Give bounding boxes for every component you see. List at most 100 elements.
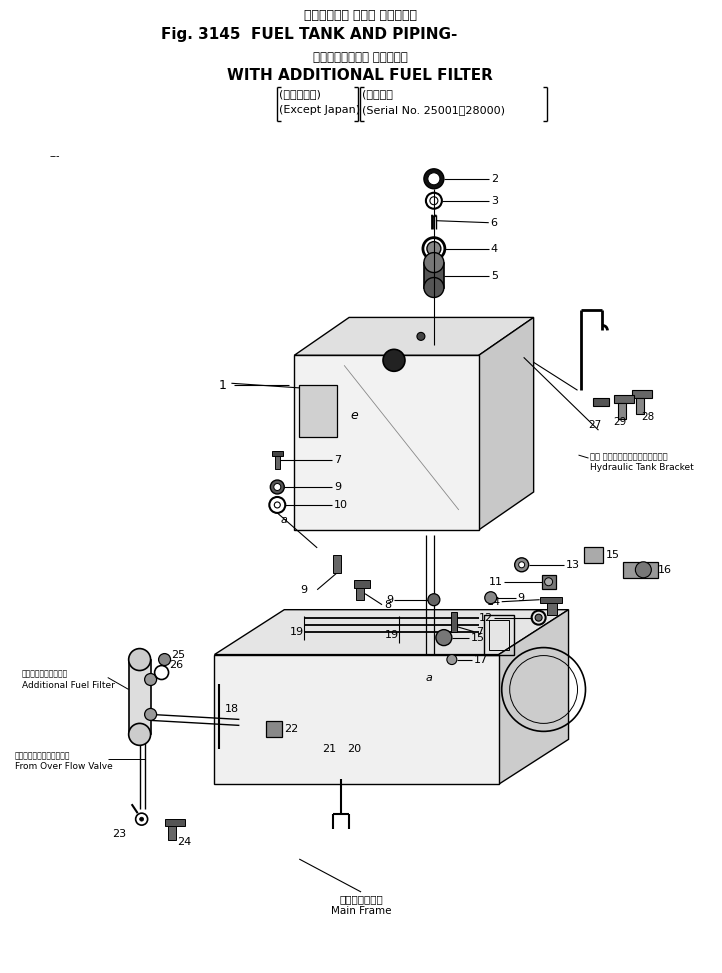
Text: 9: 9 — [518, 593, 525, 602]
Text: (Serial No. 25001～28000): (Serial No. 25001～28000) — [362, 105, 505, 115]
Text: Hydraulic Tank Bracket: Hydraulic Tank Bracket — [591, 463, 695, 472]
Circle shape — [544, 578, 552, 586]
Bar — [632, 390, 653, 398]
Bar — [354, 580, 370, 588]
Text: 17: 17 — [474, 655, 488, 665]
Text: 28: 28 — [641, 413, 655, 422]
Text: 7: 7 — [334, 455, 342, 465]
Bar — [623, 561, 658, 578]
Text: 21: 21 — [322, 744, 336, 754]
Bar — [129, 660, 151, 735]
Bar — [424, 263, 444, 287]
Circle shape — [447, 655, 457, 665]
Text: 4: 4 — [491, 243, 498, 254]
Circle shape — [424, 277, 444, 298]
Text: From Over Flow Valve: From Over Flow Valve — [15, 762, 113, 772]
Bar — [583, 547, 604, 562]
Text: メインフレーム: メインフレーム — [339, 894, 383, 904]
Text: ハイ ドロリックタンクブラケット: ハイ ドロリックタンクブラケット — [591, 452, 668, 461]
Circle shape — [129, 649, 151, 670]
Circle shape — [436, 630, 452, 646]
Text: 5: 5 — [491, 270, 497, 280]
Text: 16: 16 — [658, 564, 672, 575]
Text: 9: 9 — [300, 585, 308, 595]
Circle shape — [428, 173, 440, 185]
Text: 25: 25 — [172, 650, 186, 660]
Text: 19: 19 — [290, 627, 304, 636]
Bar — [593, 398, 609, 406]
Text: a: a — [425, 672, 432, 682]
Circle shape — [129, 723, 151, 745]
Text: 18: 18 — [225, 704, 238, 714]
Circle shape — [139, 817, 144, 821]
Text: (Except Japan): (Except Japan) — [279, 105, 360, 115]
Text: 19: 19 — [385, 630, 399, 639]
Text: 22: 22 — [284, 724, 298, 735]
Text: WITH ADDITIONAL FUEL FILTER: WITH ADDITIONAL FUEL FILTER — [227, 68, 493, 83]
Bar — [614, 395, 635, 403]
Text: 7: 7 — [476, 627, 483, 636]
Circle shape — [424, 168, 444, 189]
Bar — [168, 826, 175, 840]
Polygon shape — [479, 317, 534, 530]
Circle shape — [274, 484, 281, 490]
Text: 2: 2 — [491, 174, 498, 184]
Text: 12: 12 — [479, 613, 492, 623]
Bar — [275, 451, 280, 469]
Polygon shape — [499, 610, 568, 784]
Text: 3: 3 — [491, 196, 497, 205]
Bar — [542, 575, 555, 589]
Text: (適用号機: (適用号機 — [362, 89, 393, 99]
Circle shape — [515, 558, 529, 572]
Text: 6: 6 — [491, 218, 497, 228]
Bar — [272, 451, 283, 456]
Text: Fig. 3145  FUEL TANK AND PIPING-: Fig. 3145 FUEL TANK AND PIPING- — [161, 27, 458, 42]
Polygon shape — [295, 317, 534, 355]
Circle shape — [535, 614, 542, 621]
Text: 9: 9 — [386, 595, 393, 604]
Text: 13: 13 — [565, 559, 580, 570]
Bar — [484, 615, 513, 655]
Text: 10: 10 — [334, 500, 348, 510]
Bar — [619, 403, 627, 419]
Circle shape — [484, 592, 497, 603]
Text: 26: 26 — [170, 660, 183, 669]
Bar — [547, 602, 557, 615]
Text: 29: 29 — [614, 417, 627, 427]
Bar — [636, 398, 644, 414]
Bar — [539, 596, 562, 602]
Polygon shape — [295, 355, 479, 530]
Bar — [489, 620, 509, 650]
Polygon shape — [214, 610, 568, 655]
Circle shape — [144, 673, 157, 686]
Circle shape — [428, 594, 440, 606]
Circle shape — [270, 480, 284, 494]
Bar — [266, 721, 282, 738]
Text: 23: 23 — [113, 829, 126, 839]
Text: 増　設　　フェル フイルタ付: 増 設 フェル フイルタ付 — [313, 52, 407, 64]
Circle shape — [424, 253, 444, 272]
Bar — [451, 612, 457, 631]
Circle shape — [417, 333, 425, 341]
Text: (海　外　向): (海 外 向) — [279, 89, 321, 99]
Text: 追加フェルフィルター: 追加フェルフィルター — [22, 669, 68, 678]
Text: フェルタンク および パイピング: フェルタンク および パイピング — [303, 9, 417, 22]
Text: 9: 9 — [334, 482, 342, 492]
Circle shape — [518, 561, 525, 568]
Circle shape — [427, 241, 441, 256]
Text: Additional Fuel Filter: Additional Fuel Filter — [22, 680, 115, 690]
Text: 20: 20 — [347, 744, 361, 754]
Bar — [333, 555, 341, 573]
Text: 8: 8 — [384, 599, 391, 610]
Text: 15: 15 — [606, 550, 619, 559]
Text: 11: 11 — [489, 577, 503, 587]
Text: 24: 24 — [178, 837, 192, 847]
Polygon shape — [214, 655, 499, 784]
Text: 1: 1 — [219, 378, 227, 392]
Text: Main Frame: Main Frame — [331, 906, 391, 916]
Bar — [165, 819, 185, 826]
Circle shape — [159, 654, 170, 666]
Text: 15: 15 — [471, 632, 484, 642]
Circle shape — [144, 708, 157, 720]
Text: a: a — [281, 515, 287, 524]
